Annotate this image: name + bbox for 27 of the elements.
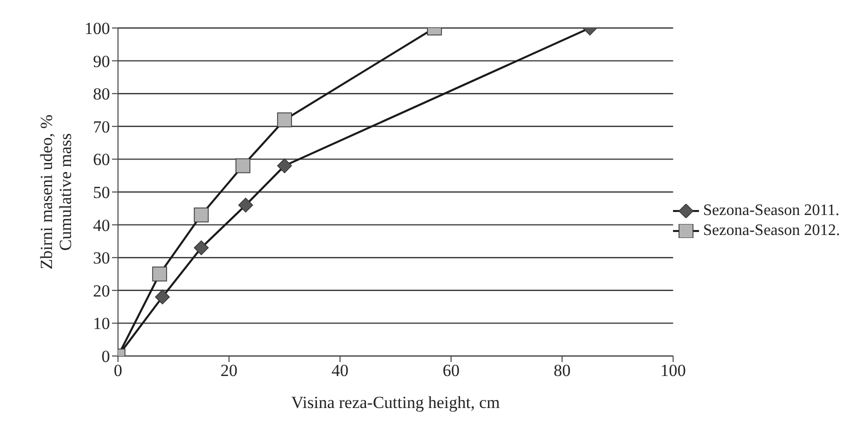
x-tick-label: 40 (332, 361, 349, 380)
y-tick-label: 20 (93, 281, 110, 300)
point (152, 266, 168, 282)
point (238, 198, 254, 213)
x-tick-label: 20 (220, 361, 238, 380)
x-tick-label: 60 (442, 361, 460, 380)
y-tick-label: 40 (93, 216, 110, 235)
y-axis-title: Zbirni maseni udeo, % Cumulative mass (37, 114, 75, 270)
y-tick-label: 90 (93, 52, 110, 71)
y-tick-label: 100 (84, 19, 110, 38)
y-tick-label: 50 (93, 183, 110, 202)
y-tick-label: 60 (93, 150, 110, 170)
x-tick-label: 0 (114, 361, 122, 380)
y-tick-label: 30 (93, 248, 110, 268)
point (194, 208, 209, 222)
x-tick-label: 100 (660, 361, 686, 380)
y-tick-label: 80 (93, 84, 110, 104)
y-tick-label: 10 (93, 314, 110, 334)
x-tick-label: 80 (554, 361, 571, 380)
x-axis-title: Visina reza-Cutting height, cm (291, 393, 500, 412)
legend-label: Sezona-Season 2012. (703, 222, 840, 240)
y-tick-label: 70 (93, 117, 110, 136)
point (236, 158, 250, 174)
legend-label: Sezona-Season 2011. (703, 202, 840, 220)
point (194, 240, 209, 256)
y-tick-label: 0 (102, 347, 110, 366)
point (277, 158, 292, 174)
